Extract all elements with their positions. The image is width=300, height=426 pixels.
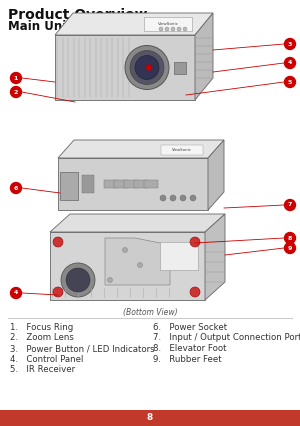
Polygon shape (50, 214, 225, 232)
Text: ViewSonic: ViewSonic (158, 22, 178, 26)
Text: (Front View): (Front View) (127, 144, 173, 153)
Circle shape (11, 72, 22, 83)
Circle shape (160, 195, 166, 201)
Text: Main Unit: Main Unit (8, 20, 72, 33)
Polygon shape (195, 13, 213, 100)
Bar (144, 180, 158, 188)
Text: 3.   Power Button / LED Indicators: 3. Power Button / LED Indicators (10, 344, 154, 353)
Circle shape (190, 237, 200, 247)
Circle shape (122, 248, 128, 253)
Circle shape (180, 195, 186, 201)
Circle shape (53, 237, 63, 247)
Circle shape (137, 262, 142, 268)
Circle shape (284, 242, 296, 253)
Text: 8: 8 (288, 236, 292, 241)
Circle shape (284, 233, 296, 244)
Circle shape (284, 58, 296, 69)
Bar (124, 180, 138, 188)
Circle shape (125, 46, 169, 89)
Polygon shape (55, 13, 213, 35)
Text: (Rear View): (Rear View) (128, 222, 172, 231)
Bar (58, 158, 208, 210)
Bar (60, 172, 78, 200)
Bar (174, 61, 186, 74)
Bar (161, 145, 203, 155)
Polygon shape (58, 140, 224, 158)
Polygon shape (105, 238, 170, 285)
Text: 2: 2 (14, 89, 18, 95)
Circle shape (190, 287, 200, 297)
Bar (114, 180, 128, 188)
Text: 3: 3 (288, 41, 292, 46)
Bar (0, 410, 300, 426)
Bar (144, 17, 192, 31)
Circle shape (159, 27, 163, 31)
Polygon shape (208, 140, 224, 210)
Text: 2.   Zoom Lens: 2. Zoom Lens (10, 334, 74, 343)
Text: 7.   Input / Output Connection Ports: 7. Input / Output Connection Ports (153, 334, 300, 343)
Bar (104, 180, 118, 188)
Bar (55, 35, 195, 100)
Text: 9: 9 (288, 245, 292, 250)
Circle shape (284, 77, 296, 87)
Bar (82, 175, 94, 193)
Text: 8.   Elevator Foot: 8. Elevator Foot (153, 344, 226, 353)
Circle shape (170, 195, 176, 201)
Bar (50, 232, 205, 300)
Text: 6.   Power Socket: 6. Power Socket (153, 323, 227, 332)
Text: 8: 8 (147, 414, 153, 423)
Text: 4.   Control Panel: 4. Control Panel (10, 354, 83, 363)
Circle shape (11, 182, 22, 193)
Text: 5: 5 (288, 80, 292, 84)
Circle shape (11, 86, 22, 98)
Circle shape (165, 27, 169, 31)
Circle shape (171, 27, 175, 31)
Text: 6: 6 (14, 185, 18, 190)
Text: 1.   Focus Ring: 1. Focus Ring (10, 323, 73, 332)
Bar (134, 180, 148, 188)
Circle shape (107, 277, 112, 282)
Text: 4: 4 (288, 60, 292, 66)
Text: 9.   Rubber Feet: 9. Rubber Feet (153, 354, 222, 363)
Circle shape (183, 27, 187, 31)
Circle shape (53, 287, 63, 297)
Circle shape (146, 64, 152, 70)
Circle shape (284, 199, 296, 210)
Circle shape (177, 27, 181, 31)
Text: 5.   IR Receiver: 5. IR Receiver (10, 365, 75, 374)
Circle shape (130, 51, 164, 84)
Circle shape (190, 195, 196, 201)
Circle shape (61, 263, 95, 297)
Text: 4: 4 (14, 291, 18, 296)
Circle shape (284, 38, 296, 49)
Text: 1: 1 (14, 75, 18, 81)
Text: 7: 7 (288, 202, 292, 207)
Circle shape (135, 55, 159, 80)
Text: ViewSonic: ViewSonic (172, 148, 192, 152)
Circle shape (66, 268, 90, 292)
Circle shape (11, 288, 22, 299)
Text: Product Overview: Product Overview (8, 8, 148, 22)
Polygon shape (205, 214, 225, 300)
Bar (160, 242, 198, 270)
Text: (Bottom View): (Bottom View) (123, 308, 177, 317)
